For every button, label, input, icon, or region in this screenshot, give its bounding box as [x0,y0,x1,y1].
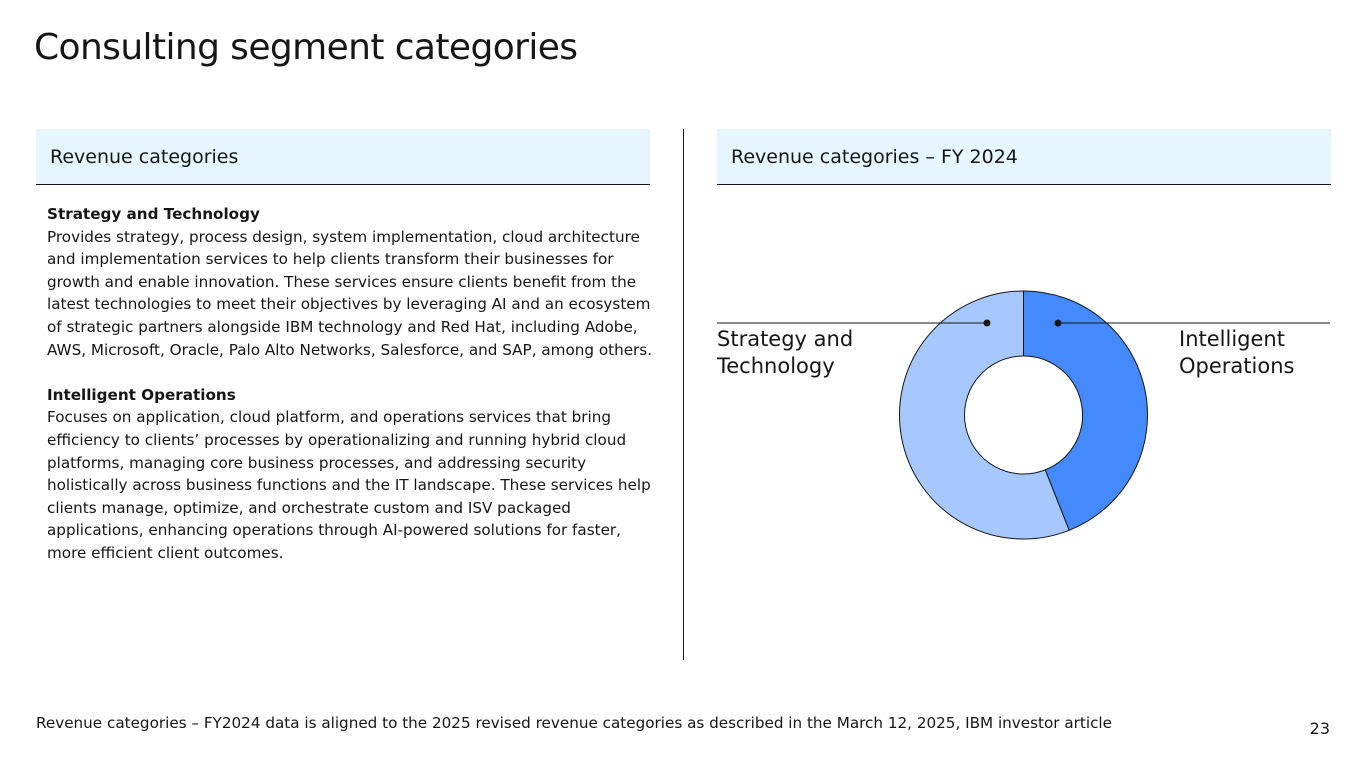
section-description-intelligent-operations: Focuses on application, cloud platform, … [47,408,651,562]
leader-dot-intelligent-operations [1054,319,1062,327]
category-label-strategy-and-technology-line-2: Technology [716,354,835,378]
revenue-categories-fy2024-header: Revenue categories – FY 2024 [717,129,1331,185]
category-descriptions: Strategy and Technology Provides strateg… [47,203,662,587]
vertical-divider [683,129,684,660]
section-title-intelligent-operations: Intelligent Operations [47,385,236,404]
section-description-strategy-and-technology: Provides strategy, process design, syste… [47,227,653,359]
section-title-strategy-and-technology: Strategy and Technology [47,205,260,223]
page-number: 23 [1309,719,1330,738]
slide-title: Consulting segment categories [34,27,578,68]
revenue-categories-fy2024-header-label: Revenue categories – FY 2024 [731,145,1018,168]
donut-slice-intelligent-operations [1023,290,1149,531]
donut-slice-strategy-and-technology [899,290,1070,540]
category-label-strategy-and-technology-line-1: Strategy and [717,327,853,351]
category-label-intelligent-operations-line-1: Intelligent [1179,327,1285,351]
section-strategy-and-technology: Strategy and Technology Provides strateg… [47,203,662,361]
section-intelligent-operations: Intelligent Operations Focuses on applic… [47,384,662,565]
footnote: Revenue categories – FY2024 data is alig… [36,714,1112,732]
revenue-categories-header: Revenue categories [36,129,650,185]
category-label-intelligent-operations-line-2: Operations [1179,354,1294,378]
revenue-categories-header-label: Revenue categories [50,145,239,168]
leader-dot-strategy-and-technology [983,319,991,327]
